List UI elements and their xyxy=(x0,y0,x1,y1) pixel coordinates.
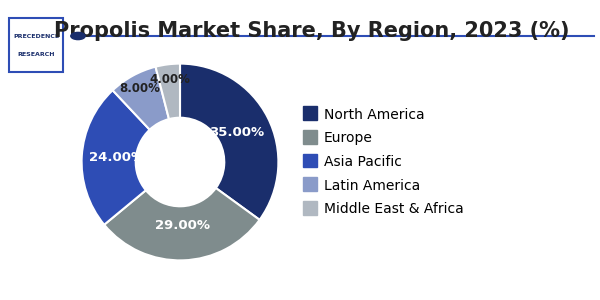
Text: 4.00%: 4.00% xyxy=(149,73,190,85)
Text: 24.00%: 24.00% xyxy=(89,152,144,164)
Text: Propolis Market Share, By Region, 2023 (%): Propolis Market Share, By Region, 2023 (… xyxy=(54,21,570,41)
Text: RESEARCH: RESEARCH xyxy=(17,52,55,56)
Wedge shape xyxy=(180,64,278,220)
Text: 8.00%: 8.00% xyxy=(119,82,160,95)
Wedge shape xyxy=(104,188,260,260)
Wedge shape xyxy=(82,90,149,225)
Wedge shape xyxy=(113,67,169,130)
Legend: North America, Europe, Asia Pacific, Latin America, Middle East & Africa: North America, Europe, Asia Pacific, Lat… xyxy=(298,102,469,222)
FancyBboxPatch shape xyxy=(9,18,63,72)
Text: PRECEDENCE: PRECEDENCE xyxy=(13,34,59,38)
Wedge shape xyxy=(155,64,180,119)
Text: 35.00%: 35.00% xyxy=(209,127,265,140)
Text: 29.00%: 29.00% xyxy=(155,219,209,232)
